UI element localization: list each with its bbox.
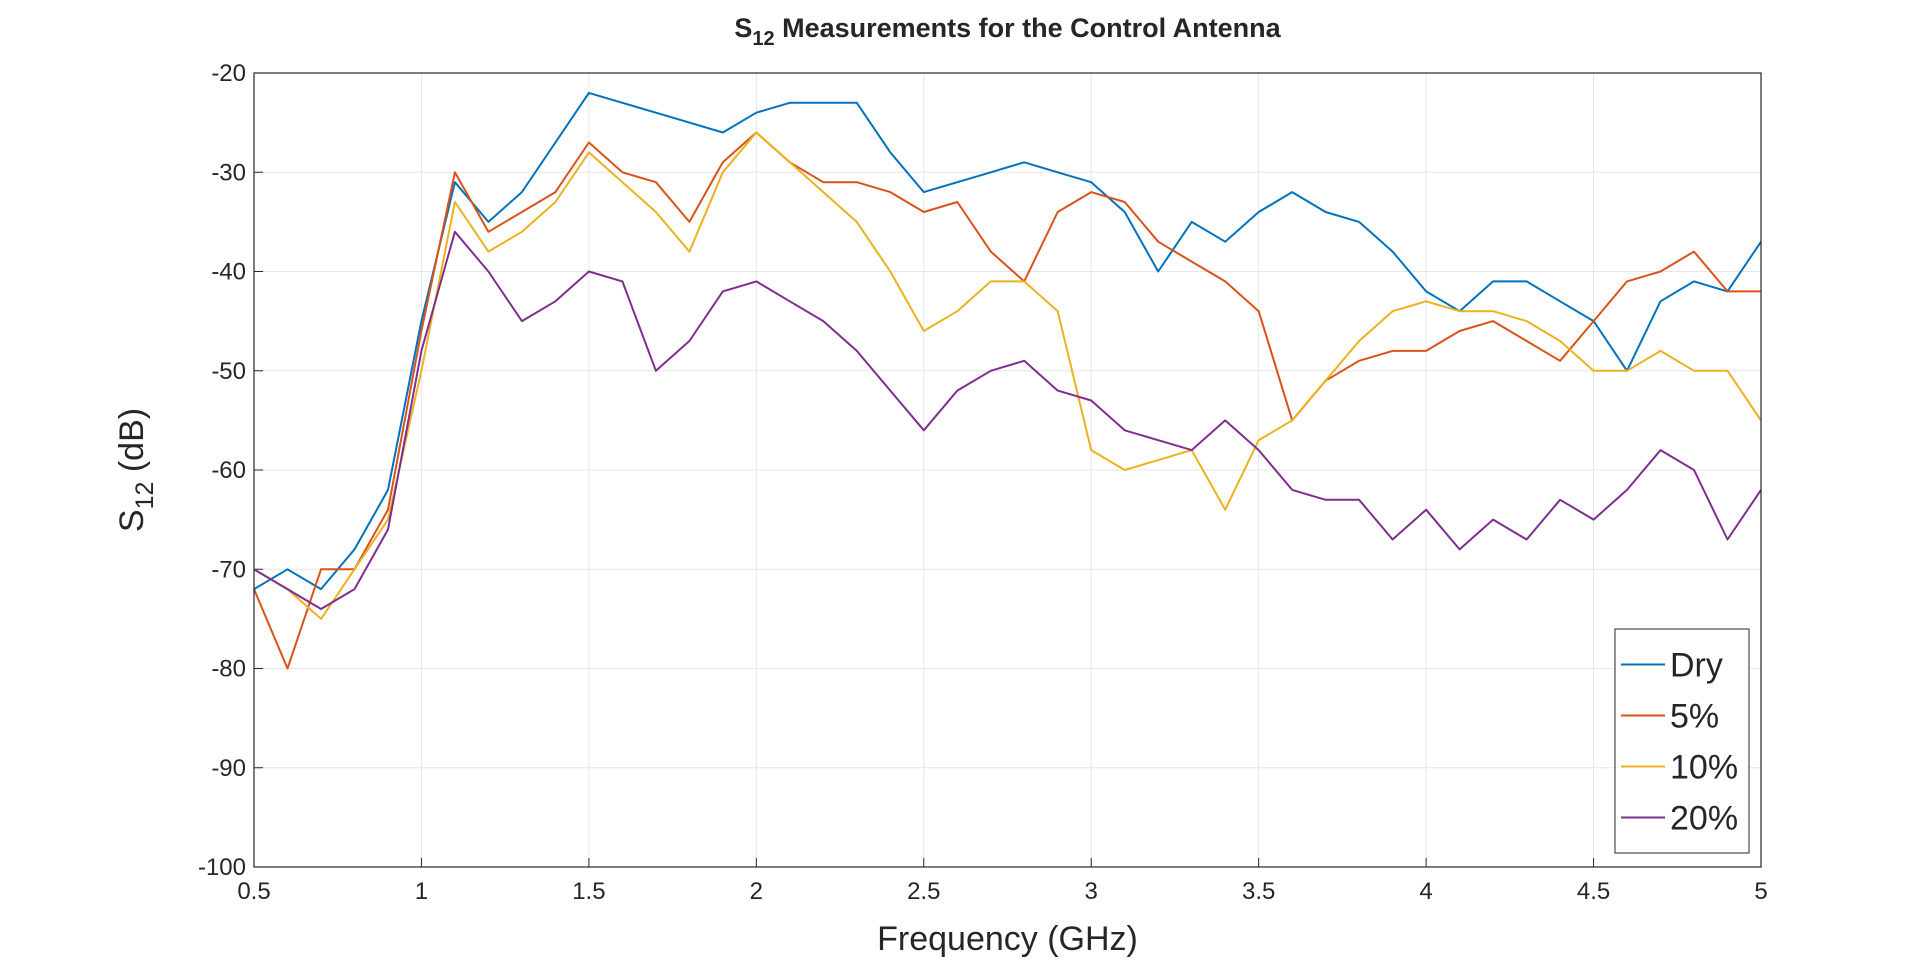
legend-label: 5% (1670, 698, 1719, 736)
title-main: S (734, 13, 752, 43)
x-tick-label: 1.5 (572, 878, 605, 905)
legend-label: Dry (1670, 647, 1723, 685)
x-tick-label: 4.5 (1577, 878, 1610, 905)
title-rest: Measurements for the Control Antenna (775, 13, 1282, 43)
series-line (253, 230, 1762, 610)
axes-box (253, 72, 1762, 868)
x-tick-label: 3.5 (1242, 878, 1275, 905)
y-tick-label: -90 (211, 755, 246, 782)
x-tick-label: 0.5 (237, 878, 270, 905)
y-axis-label: S12 (dB) (113, 408, 159, 532)
x-tick-label: 2 (750, 878, 763, 905)
series-line (253, 91, 1762, 591)
y-tick-label: -40 (211, 259, 246, 286)
y-tick-label: -30 (211, 159, 246, 186)
x-tick-label: 3 (1085, 878, 1098, 905)
y-tick-label: -100 (198, 854, 246, 881)
series-line (253, 131, 1761, 670)
legend-box (1614, 628, 1750, 854)
y-tick-label: -50 (211, 358, 246, 385)
y-label-rest: (dB) (113, 408, 151, 482)
y-tick-label: -70 (211, 556, 246, 583)
series-line (253, 131, 1762, 620)
x-tick-label: 4 (1419, 878, 1432, 905)
x-tick-label: 5 (1754, 878, 1767, 905)
x-axis-label: Frequency (GHz) (877, 920, 1138, 958)
y-tick-label: -60 (211, 457, 246, 484)
legend-label: 10% (1670, 749, 1738, 787)
y-tick-label: -80 (211, 656, 246, 683)
y-label-sub: 12 (131, 482, 159, 510)
y-label-main: S (113, 509, 151, 532)
chart-title: S12 Measurements for the Control Antenna (734, 13, 1281, 50)
legend-label: 20% (1670, 800, 1738, 838)
x-tick-label: 1 (415, 878, 428, 905)
x-tick-label: 2.5 (907, 878, 940, 905)
title-sub: 12 (752, 28, 774, 50)
y-tick-label: -20 (211, 60, 246, 87)
